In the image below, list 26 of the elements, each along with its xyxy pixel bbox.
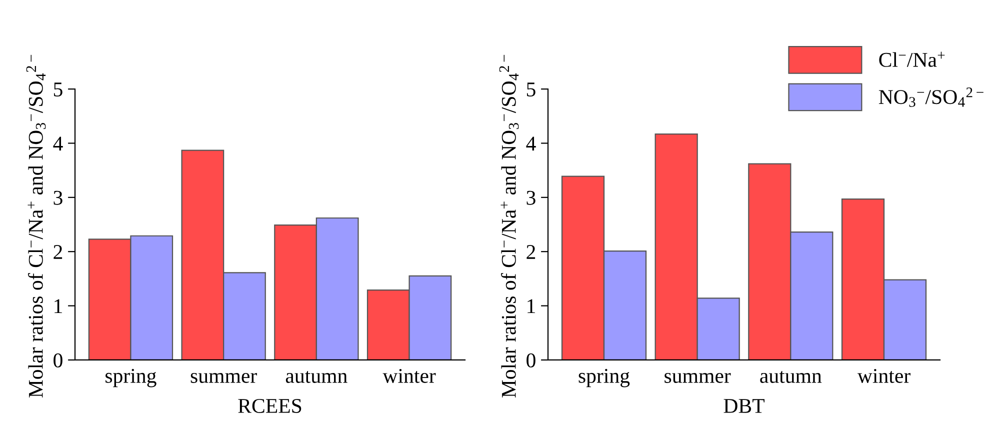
y-tick-label: 5 [526,82,536,96]
x-tick-label: spring [106,368,156,388]
y-tick-label: 1 [54,299,62,314]
x-axis-title: DBT [724,399,764,413]
x-tick-label: winter [382,368,436,383]
x-tick-label: summer [664,372,731,383]
x-tick-label: winter [857,368,910,383]
legend-label: NO$_{3}$$^{−}$/SO$_{4}$$^{2−}$ [878,88,984,107]
x-tick-label: autumn [286,371,348,383]
y-tick-label: 4 [526,136,536,150]
x-tick-label: summer [190,372,257,383]
legend-label: Cl$^{−}$/Na$^{+}$ [879,52,945,67]
text: Molar ratios of Cl$^{−}$/Na$^{+}$ and NO$_{3}$$^{−}$/SO$_{4}$$^{2−}$ [26,54,46,398]
y-tick-label: 2 [54,245,62,259]
x-tick-label: autumn [760,371,822,383]
y-tick-label: 5 [54,82,62,96]
y-tick-label: 0 [526,353,536,368]
x-axis-title: RCEES [238,398,302,413]
y-tick-label: 4 [53,136,63,150]
y-tick-label: 2 [526,245,536,259]
x-tick-label: spring [578,368,630,388]
y-tick-label: 0 [54,353,62,368]
text: Molar ratios of Cl$^{−}$/Na$^{+}$ and NO$_{3}$$^{−}$/SO$_{4}$$^{2−}$ [499,54,519,398]
y-tick-label: 1 [528,299,535,314]
y-tick-label: 3 [54,190,62,205]
y-tick-label: 3 [526,190,536,205]
